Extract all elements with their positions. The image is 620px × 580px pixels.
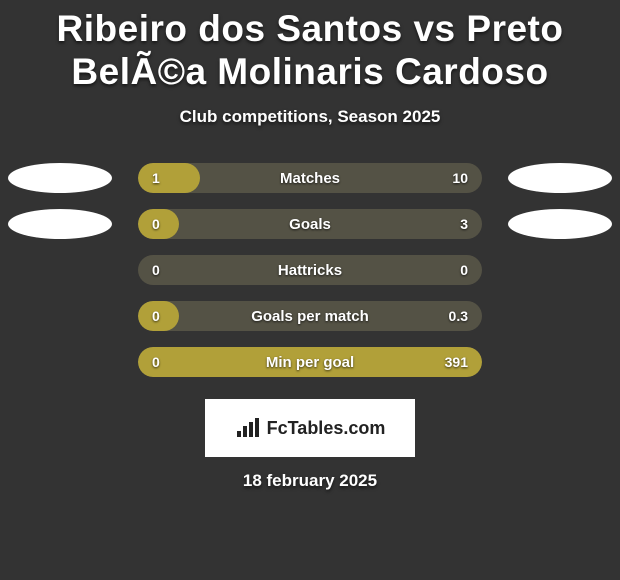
stats-comparison-card: Ribeiro dos Santos vs Preto BelÃ©a Molin… — [0, 0, 620, 580]
stat-row: 0Min per goal391 — [0, 347, 620, 377]
stat-label: Hattricks — [138, 255, 482, 285]
player-left-ellipse — [8, 163, 112, 193]
stat-bar: 0Goals3 — [138, 209, 482, 239]
stat-bar: 0Min per goal391 — [138, 347, 482, 377]
stat-row: 1Matches10 — [0, 163, 620, 193]
player-left-ellipse — [8, 209, 112, 239]
stat-bar: 0Goals per match0.3 — [138, 301, 482, 331]
player-right-ellipse — [508, 163, 612, 193]
watermark: FcTables.com — [205, 399, 415, 457]
stat-bar: 0Hattricks0 — [138, 255, 482, 285]
subtitle: Club competitions, Season 2025 — [0, 107, 620, 127]
date-text: 18 february 2025 — [0, 471, 620, 491]
stat-label: Goals per match — [138, 301, 482, 331]
stat-row: 0Goals per match0.3 — [0, 301, 620, 331]
stat-rows: 1Matches100Goals30Hattricks00Goals per m… — [0, 163, 620, 377]
watermark-text: FcTables.com — [267, 418, 386, 439]
stat-right-value: 0.3 — [449, 301, 468, 331]
page-title: Ribeiro dos Santos vs Preto BelÃ©a Molin… — [0, 0, 620, 93]
stat-right-value: 3 — [460, 209, 468, 239]
stat-row: 0Hattricks0 — [0, 255, 620, 285]
stat-right-value: 10 — [452, 163, 468, 193]
stat-right-value: 0 — [460, 255, 468, 285]
player-right-ellipse — [508, 209, 612, 239]
stat-row: 0Goals3 — [0, 209, 620, 239]
bar-chart-icon — [235, 417, 261, 439]
stat-label: Goals — [138, 209, 482, 239]
stat-label: Min per goal — [138, 347, 482, 377]
stat-bar: 1Matches10 — [138, 163, 482, 193]
stat-label: Matches — [138, 163, 482, 193]
stat-right-value: 391 — [445, 347, 468, 377]
